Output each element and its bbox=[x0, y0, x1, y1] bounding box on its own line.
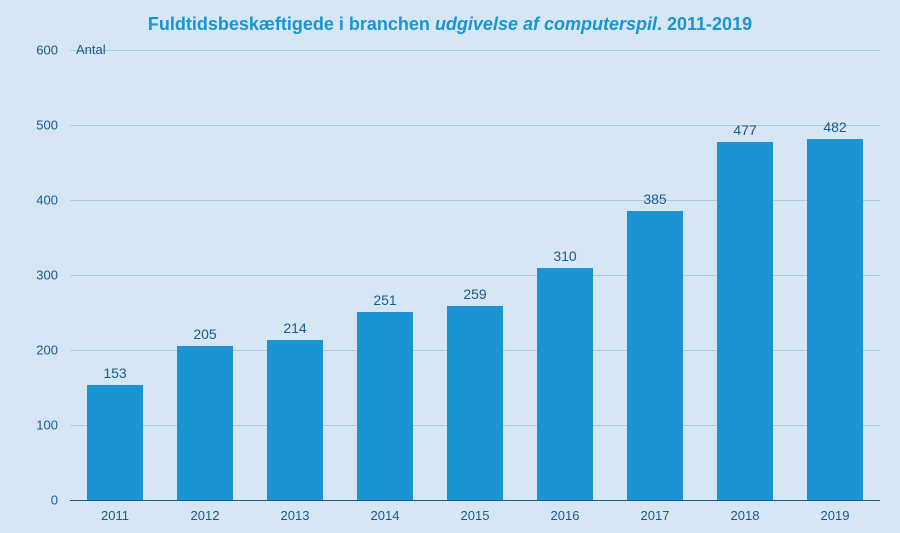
x-tick-label: 2015 bbox=[461, 508, 490, 523]
bar-value-label: 385 bbox=[643, 191, 666, 207]
y-axis-label: Antal bbox=[76, 42, 106, 57]
x-tick-label: 2014 bbox=[371, 508, 400, 523]
bar bbox=[87, 385, 143, 500]
y-tick-label: 0 bbox=[0, 493, 58, 508]
x-tick-label: 2012 bbox=[191, 508, 220, 523]
y-tick-label: 500 bbox=[0, 118, 58, 133]
bar bbox=[177, 346, 233, 500]
title-italic: udgivelse af computerspil bbox=[435, 14, 657, 34]
chart-title: Fuldtidsbeskæftigede i branchen udgivels… bbox=[0, 14, 900, 35]
x-tick-label: 2013 bbox=[281, 508, 310, 523]
bar-value-label: 310 bbox=[553, 248, 576, 264]
bar-value-label: 477 bbox=[733, 122, 756, 138]
bar bbox=[357, 312, 413, 500]
x-tick-label: 2011 bbox=[101, 508, 129, 523]
bar bbox=[447, 306, 503, 500]
gridline bbox=[70, 125, 880, 126]
y-tick-label: 300 bbox=[0, 268, 58, 283]
title-prefix: Fuldtidsbeskæftigede i branchen bbox=[148, 14, 435, 34]
bar-value-label: 259 bbox=[463, 286, 486, 302]
y-tick-label: 200 bbox=[0, 343, 58, 358]
bar-value-label: 205 bbox=[193, 326, 216, 342]
x-tick-label: 2018 bbox=[731, 508, 760, 523]
y-tick-label: 600 bbox=[0, 43, 58, 58]
gridline bbox=[70, 500, 880, 501]
bar bbox=[267, 340, 323, 501]
bar-value-label: 482 bbox=[823, 119, 846, 135]
gridline bbox=[70, 50, 880, 51]
bar-value-label: 251 bbox=[373, 292, 396, 308]
bar-value-label: 153 bbox=[103, 365, 126, 381]
bar-value-label: 214 bbox=[283, 320, 306, 336]
bar-chart: Fuldtidsbeskæftigede i branchen udgivels… bbox=[0, 0, 900, 533]
x-tick-label: 2016 bbox=[551, 508, 580, 523]
bar bbox=[627, 211, 683, 500]
y-tick-label: 400 bbox=[0, 193, 58, 208]
bar bbox=[717, 142, 773, 500]
y-tick-label: 100 bbox=[0, 418, 58, 433]
bar bbox=[807, 139, 863, 501]
bar bbox=[537, 268, 593, 501]
x-tick-label: 2017 bbox=[641, 508, 670, 523]
title-suffix: . 2011-2019 bbox=[657, 14, 752, 34]
x-tick-label: 2019 bbox=[821, 508, 850, 523]
